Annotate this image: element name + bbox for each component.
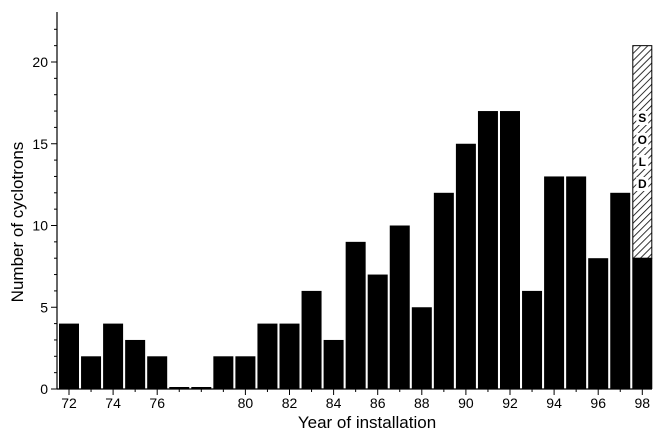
y-tick-label: 10 (32, 218, 48, 234)
y-tick-label: 5 (40, 299, 48, 315)
bar-94 (544, 176, 565, 389)
x-tick-label: 80 (238, 395, 254, 411)
bar-77 (169, 387, 190, 389)
x-tick-label: 82 (282, 395, 298, 411)
bar-81 (257, 323, 278, 389)
y-tick-label: 0 (40, 381, 48, 397)
bar-87 (389, 225, 410, 389)
bar-97 (610, 192, 631, 389)
x-tick-label: 94 (546, 395, 562, 411)
sold-letter-bg (636, 111, 649, 125)
sold-letter-bg (636, 155, 649, 169)
bar-90 (455, 143, 476, 389)
bar-76 (147, 356, 168, 389)
bar-92 (500, 111, 520, 390)
bar-96 (588, 258, 609, 389)
bar-74 (103, 323, 124, 389)
bar-80 (235, 356, 256, 389)
sold-letter: S (638, 111, 646, 125)
y-tick-label: 15 (32, 136, 48, 152)
bar-82 (279, 323, 300, 389)
bar-84 (323, 339, 344, 389)
sold-letter-bg (636, 133, 649, 147)
x-tick-label: 84 (326, 395, 342, 411)
bar-98 (632, 258, 653, 389)
bar-93 (522, 290, 543, 389)
sold-letter: O (638, 133, 647, 147)
bar-91 (477, 111, 498, 390)
bar-86 (367, 274, 388, 389)
x-tick-label: 92 (502, 395, 518, 411)
sold-letter: D (638, 177, 647, 191)
x-tick-label: 96 (590, 395, 606, 411)
x-tick-label: 74 (105, 395, 121, 411)
bars-group (59, 45, 653, 390)
bar-88 (411, 307, 432, 389)
x-tick-label: 72 (61, 395, 77, 411)
bar-85 (345, 241, 366, 389)
x-ticks-group: 72 74 76 80 82 84 86 88 90 92 94 96 98 (61, 389, 650, 411)
bar-75 (125, 339, 146, 389)
x-tick-label: 86 (370, 395, 386, 411)
x-tick-label: 98 (635, 395, 651, 411)
y-axis-title: Number of cyclotrons (8, 142, 27, 303)
sold-letter-bg (636, 177, 649, 191)
sold-letter: L (639, 155, 646, 169)
bar-78 (191, 387, 212, 389)
x-tick-label: 76 (149, 395, 165, 411)
x-tick-label: 90 (458, 395, 474, 411)
y-ticks-group: 0 5 10 15 20 (32, 28, 57, 397)
x-tick-label: 88 (414, 395, 430, 411)
hatched-bar-98 (632, 45, 653, 259)
axes-group (56, 12, 652, 390)
bar-95 (566, 176, 587, 389)
x-axis-title: Year of installation (298, 413, 436, 432)
bar-72 (59, 323, 79, 389)
bar-79 (213, 356, 234, 389)
bar-83 (301, 290, 322, 389)
bar-73 (81, 356, 102, 389)
y-tick-label: 20 (32, 54, 48, 70)
bar-89 (433, 192, 454, 389)
